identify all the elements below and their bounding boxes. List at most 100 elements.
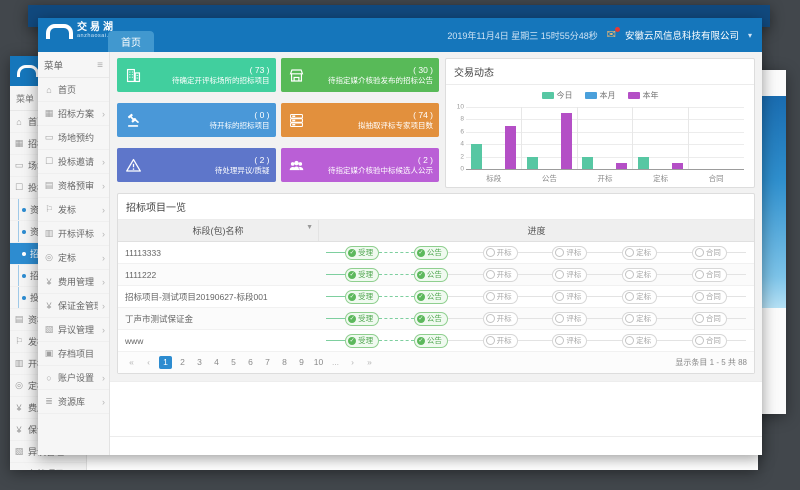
pager-page[interactable]: 4 [214,357,219,367]
sidebar-item[interactable]: ▣ 存档项目 [38,342,109,366]
progress-connector [379,318,414,319]
circle-icon [625,270,635,279]
pager-page[interactable]: 1 [159,356,172,369]
filter-icon[interactable]: ▼ [306,224,313,231]
progress-step-todo: 合同 [691,267,727,282]
bar-本年 [672,162,684,169]
chevron-right-icon: › [102,204,105,215]
circle-icon [485,270,495,279]
sidebar-item[interactable]: ▧ 异议管理 › [38,318,109,342]
pager-page[interactable]: 8 [282,357,287,367]
progress-connector [326,252,346,253]
pager-page[interactable]: 9 [299,357,304,367]
tab-home[interactable]: 首页 [108,31,154,52]
bullet-dot-icon [22,229,26,234]
chevron-right-icon: › [102,396,105,407]
pager-arrow[interactable]: › [351,357,354,367]
bar-今日 [582,156,594,169]
chart-title: 交易动态 [446,59,754,85]
chevron-right-icon: › [102,228,105,239]
pager-arrow[interactable]: » [367,357,372,367]
sidebar-item-label: 存档项目 [58,349,95,359]
pager-page[interactable]: 10 [313,357,324,367]
sidebar-item[interactable]: ▤ 资格预审 › [38,174,109,198]
header-datetime: 2019年11月4日 星期三 15时55分48秒 [447,30,598,41]
sidebar-item[interactable]: ⌂ 首页 [38,78,109,102]
progress-step-done: ✓ 公告 [413,333,448,348]
pager-page[interactable]: 6 [248,357,253,367]
table-row[interactable]: 1111222 ✓ 受理 ✓ 公告 开标 评标 定标 合同 [118,264,754,286]
card-bid-opening[interactable]: ( 0 ) 待开标的招标项目 [117,103,276,137]
bullet-dot-icon [22,273,26,278]
chevron-right-icon: › [102,300,105,311]
table-row[interactable]: 丁声市测试保证金 ✓ 受理 ✓ 公告 开标 评标 定标 合同 [118,308,754,330]
back-sidebar-item[interactable]: ▣ 存档项目 [10,463,86,470]
chevron-right-icon: › [102,108,105,119]
pager-arrow[interactable]: ‹ [147,357,150,367]
sidebar-item[interactable]: ⚐ 发标 › [38,198,109,222]
chart-plot-area [466,107,744,170]
card-label: 待确定开评标场所的招标项目 [172,75,270,85]
step-label: 评标 [566,248,582,257]
pager-page[interactable]: 3 [197,357,202,367]
progress-cell: ✓ 受理 ✓ 公告 开标 评标 定标 合同 [318,311,754,326]
pager-page[interactable]: 2 [180,357,185,367]
card-label: 拟抽取评标专家项目数 [358,120,433,130]
progress-step-done: ✓ 公告 [413,267,448,282]
card-venue-pending[interactable]: ( 73 ) 待确定开评标场所的招标项目 [117,58,276,92]
legend-item: 本月 [584,90,616,101]
sidebar-item[interactable]: ▭ 场地预约 [38,126,109,150]
pager-arrow[interactable]: « [129,357,134,367]
hamburger-menu-icon[interactable]: ≡ [97,59,103,71]
progress-step-todo: 开标 [482,333,518,348]
brand-name: 交易湖 [77,22,116,33]
sidebar-item[interactable]: ☐ 投标邀请 › [38,150,109,174]
sidebar-item[interactable]: ◎ 定标 › [38,246,109,270]
card-winner-publicity[interactable]: ( 2 ) 待指定媒介核验中标候选人公示 [280,148,439,182]
progress-connector [587,296,623,297]
progress-step-todo: 合同 [691,245,727,260]
notification-bell-icon[interactable]: ✉ [607,26,620,41]
pager-page[interactable]: 7 [265,357,270,367]
step-label: 评标 [566,314,582,323]
project-name-cell: 1111222 [125,269,157,280]
bar-本年 [504,125,516,169]
company-dropdown[interactable]: 安徽云风信息科技有限公司 [624,31,739,42]
progress-connector [517,252,553,253]
gridline [466,107,744,108]
circle-icon [625,336,635,345]
card-announcement-pending[interactable]: ( 30 ) 待指定媒介核验发布的招标公告 [280,58,439,92]
menu-item-icon: ⚐ [14,336,24,346]
table-row[interactable]: 招标项目-测试项目20190627-标段001 ✓ 受理 ✓ 公告 开标 评标 定标 合同 [118,286,754,308]
progress-step-todo: 定标 [622,333,658,348]
progress-connector [726,340,746,341]
progress-connector [587,318,623,319]
pager-arrow[interactable]: ... [331,357,340,367]
card-objections[interactable]: ( 2 ) 待处理异议/质疑 [117,148,276,182]
menu-item-icon: ▭ [14,160,24,170]
circle-icon [555,248,565,257]
sidebar-item[interactable]: ¥ 费用管理 › [38,270,109,294]
pager-page[interactable]: 5 [231,357,236,367]
sidebar-item[interactable]: ≣ 资源库 › [38,390,109,414]
bar-group [466,107,522,169]
progress-step-done: ✓ 公告 [413,311,448,326]
menu-item-icon: ☐ [44,156,54,166]
sidebar-item[interactable]: ○ 账户设置 › [38,366,109,390]
step-label: 定标 [636,248,652,257]
progress-connector [447,340,483,341]
card-expert-draw[interactable]: ( 74 ) 拟抽取评标专家项目数 [280,103,439,137]
progress-connector [447,274,483,275]
table-row[interactable]: www ✓ 受理 ✓ 公告 开标 评标 定标 合同 [118,330,754,352]
sidebar-item[interactable]: ¥ 保证金管理 › [38,294,109,318]
progress-connector [379,340,414,341]
progress-connector [587,274,623,275]
gavel-icon [117,112,149,129]
sidebar-item[interactable]: ▦ 招标方案 › [38,102,109,126]
sidebar-item-label: 定标 [58,253,77,263]
check-icon: ✓ [348,248,357,257]
step-label: 合同 [705,270,721,279]
progress-step-todo: 开标 [482,245,518,260]
sidebar-item[interactable]: ▥ 开标评标 › [38,222,109,246]
table-row[interactable]: 11113333 ✓ 受理 ✓ 公告 开标 评标 定标 合同 [118,242,754,264]
